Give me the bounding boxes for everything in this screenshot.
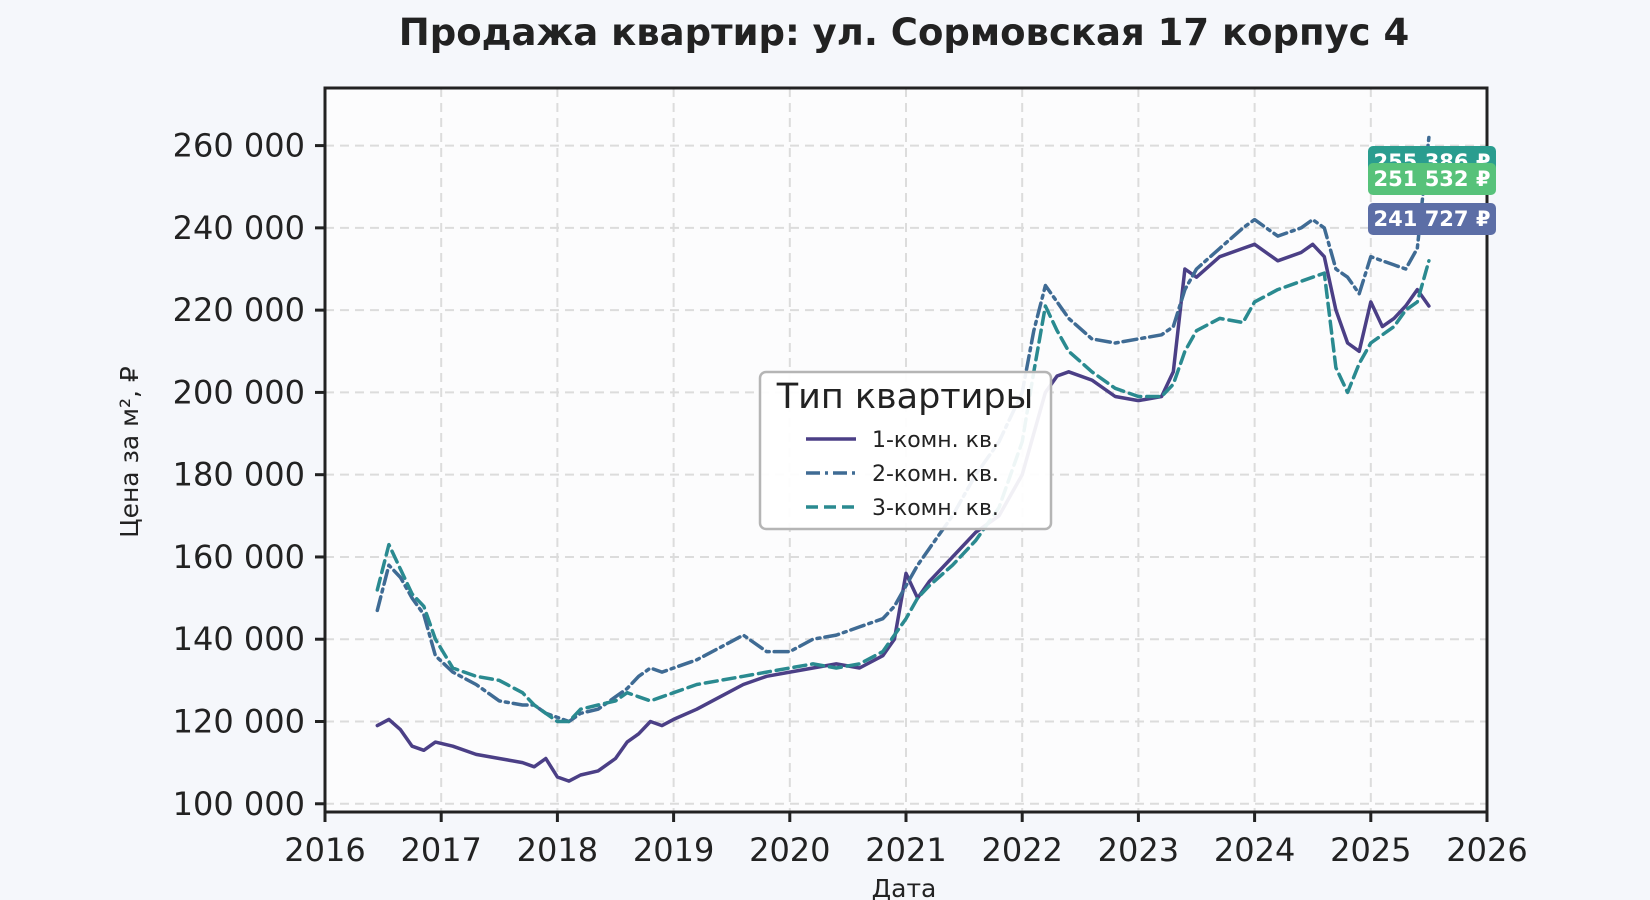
x-tick-label: 2026 (1446, 831, 1527, 869)
legend-box (758, 370, 1053, 531)
x-tick-label: 2022 (981, 831, 1062, 869)
legend-items: 1-комн. кв. 2-комн. кв. 3-комн. кв. (806, 428, 999, 521)
y-axis-label: Цена за м², ₽ (115, 366, 144, 538)
x-tick-label: 2021 (865, 831, 946, 869)
series-line-3 (375, 259, 1431, 724)
x-axis-label: Дата (872, 874, 937, 900)
x-tick-label: 2018 (517, 831, 598, 869)
chart-title: Продажа квартир: ул. Сормовская 17 корпу… (399, 11, 1409, 54)
legend: Тип квартиры 1-комн. кв. 2-комн. кв. 3-ком… (758, 370, 1053, 531)
y-tick-label: 140 000 (173, 620, 305, 658)
x-tick-label: 2020 (749, 831, 830, 869)
x-tick-label: 2016 (284, 831, 365, 869)
end-label-box-3 (1368, 163, 1496, 195)
legend-title: Тип квартиры (776, 377, 1034, 417)
y-tick-label: 200 000 (173, 373, 305, 411)
x-tick-label: 2019 (633, 831, 714, 869)
y-tick-label: 180 000 (173, 456, 305, 494)
x-tick-label: 2025 (1330, 831, 1411, 869)
x-axis: 2016 2017 2018 2019 2020 2021 2022 2023 2024 2025… (284, 812, 1528, 869)
x-tick-label: 2024 (1214, 831, 1295, 869)
end-value-labels: 241 727 ₽255 386 ₽251 532 ₽ (1368, 146, 1496, 235)
legend-label-1: 1-комн. кв. (872, 428, 999, 453)
y-tick-label: 240 000 (173, 209, 305, 247)
end-label-3: 251 532 ₽ (1374, 167, 1491, 191)
series-line-1 (375, 242, 1431, 783)
end-label-box-1 (1368, 203, 1496, 235)
y-axis: 100 000 120 000 140 000 160 000 180 000 200 0… (173, 127, 325, 823)
x-tick-label: 2017 (400, 831, 481, 869)
end-label-1: 241 727 ₽ (1374, 207, 1491, 231)
series-layer (375, 135, 1431, 783)
y-tick-label: 100 000 (173, 785, 305, 823)
y-tick-label: 220 000 (173, 291, 305, 329)
x-tick-label: 2023 (1098, 831, 1179, 869)
legend-label-3: 3-комн. кв. (872, 496, 999, 521)
y-tick-label: 120 000 (173, 703, 305, 741)
legend-label-2: 2-комн. кв. (872, 462, 999, 487)
y-tick-label: 160 000 (173, 538, 305, 576)
y-tick-label: 260 000 (173, 127, 305, 165)
